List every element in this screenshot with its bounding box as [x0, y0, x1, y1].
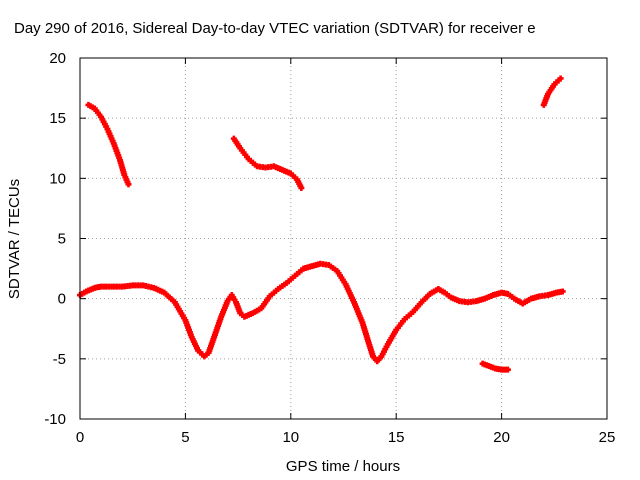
y-tick-label: 10	[49, 170, 66, 187]
data-point	[125, 181, 132, 188]
data-point	[504, 366, 511, 373]
data-point	[557, 75, 564, 82]
y-axis-label: SDTVAR / TECUs	[6, 179, 23, 299]
x-tick-label: 0	[76, 429, 84, 446]
chart-title: Day 290 of 2016, Sidereal Day-to-day VTE…	[14, 20, 536, 37]
y-tick-label: -10	[44, 411, 66, 428]
x-tick-label: 5	[181, 429, 189, 446]
y-tick-label: 5	[58, 231, 66, 248]
x-tick-label: 15	[388, 429, 405, 446]
x-tick-label: 10	[282, 429, 299, 446]
x-tick-label: 20	[493, 429, 510, 446]
data-point	[559, 288, 566, 295]
y-tick-label: 0	[58, 291, 66, 308]
data-point	[298, 184, 305, 191]
x-axis-label: GPS time / hours	[286, 458, 400, 475]
data-points	[77, 75, 566, 373]
axis-ticks: 0 5 10 15 20 25 -10 -5 0 5 10 15 20	[44, 50, 615, 446]
y-tick-label: -5	[53, 351, 66, 368]
y-tick-label: 20	[49, 50, 66, 67]
x-tick-label: 25	[599, 429, 616, 446]
series-1	[85, 101, 132, 188]
y-tick-label: 15	[49, 110, 66, 127]
series-0	[77, 260, 566, 365]
series-3	[479, 360, 511, 373]
series-4	[540, 75, 564, 108]
grid-lines	[80, 58, 607, 419]
series-2	[230, 135, 305, 191]
